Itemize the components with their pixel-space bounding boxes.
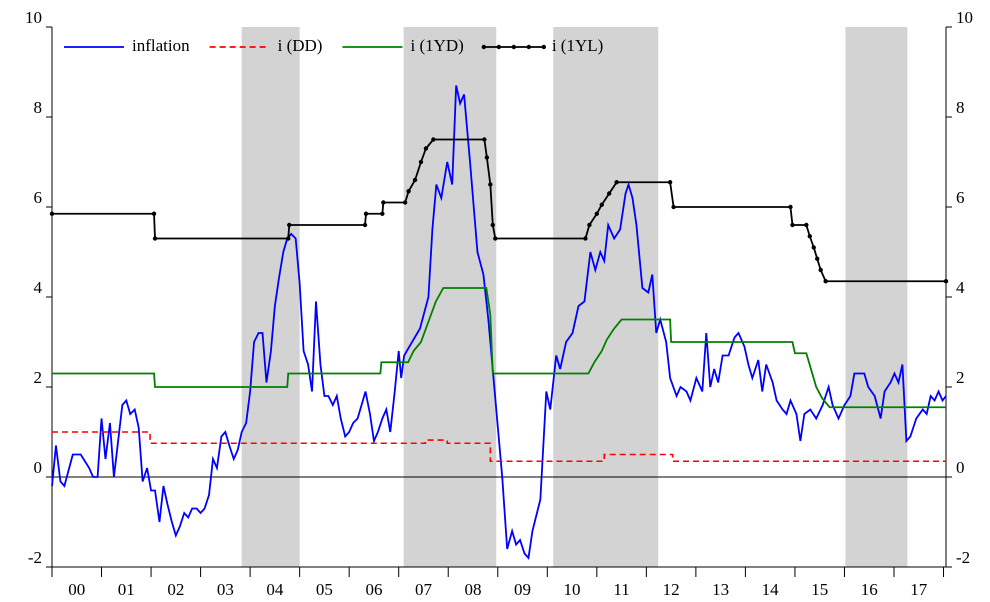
x-tick-label: 01 — [118, 580, 135, 599]
series-marker — [423, 146, 429, 151]
shaded-period — [553, 27, 659, 567]
x-tick-label: 03 — [217, 580, 234, 599]
y-tick-label: -2 — [28, 548, 42, 567]
series-marker — [493, 236, 498, 241]
legend-marker — [541, 44, 547, 50]
x-tick-label: 04 — [266, 580, 284, 599]
series-marker — [811, 245, 816, 250]
y-tick-label: 8 — [34, 98, 43, 117]
legend-label: inflation — [132, 36, 190, 55]
series-marker — [614, 180, 619, 185]
series-marker — [667, 180, 673, 185]
series-marker — [599, 202, 604, 207]
series-marker — [488, 182, 493, 187]
series-marker — [406, 189, 411, 194]
x-tick-label: 16 — [861, 580, 878, 599]
series-marker — [807, 234, 812, 239]
x-tick-label: 00 — [68, 580, 85, 599]
series-marker — [587, 222, 592, 228]
series-marker — [823, 279, 828, 284]
x-tick-label: 12 — [663, 580, 680, 599]
series-marker — [287, 222, 292, 228]
x-tick-label: 14 — [762, 580, 780, 599]
series-marker — [943, 279, 949, 284]
series-marker — [381, 200, 386, 205]
series-line — [52, 287, 946, 409]
y-tick-label: 4 — [34, 278, 43, 297]
series-line — [52, 431, 946, 463]
legend-marker — [511, 44, 517, 50]
x-tick-label: 08 — [464, 580, 481, 599]
x-tick-label: 10 — [564, 580, 581, 599]
series-marker — [482, 137, 487, 142]
series-marker — [151, 211, 157, 216]
y2-tick-label: 4 — [956, 278, 965, 297]
x-tick-label: 02 — [167, 580, 184, 599]
x-tick-label: 07 — [415, 580, 433, 599]
legend-label: i (1YD) — [410, 36, 463, 55]
series-marker — [412, 177, 418, 183]
series-marker — [49, 211, 55, 216]
series-marker — [431, 137, 436, 142]
series-marker — [490, 222, 496, 228]
series-marker — [594, 211, 600, 216]
series-marker — [484, 155, 490, 160]
series-marker — [363, 211, 369, 216]
series-marker — [815, 256, 820, 261]
series-marker — [152, 236, 158, 241]
y2-tick-label: 10 — [956, 8, 973, 27]
series-marker — [380, 211, 385, 216]
shaded-period — [845, 27, 908, 567]
series-marker — [607, 191, 612, 196]
y-tick-label: 10 — [25, 8, 42, 27]
legend-marker — [526, 44, 532, 50]
y2-tick-label: 2 — [956, 368, 965, 387]
y2-tick-label: 0 — [956, 458, 965, 477]
series-marker — [790, 222, 795, 228]
series-marker — [362, 222, 368, 228]
series-marker — [418, 159, 424, 165]
series-line — [52, 138, 946, 283]
series-marker — [671, 204, 676, 210]
shaded-period — [241, 27, 300, 567]
legend-label: i (DD) — [278, 36, 323, 55]
series-marker — [286, 236, 291, 241]
series-line — [51, 85, 947, 561]
y-tick-label: 0 — [34, 458, 43, 477]
legend-label: i (1YL) — [552, 36, 603, 55]
series-marker — [788, 204, 793, 210]
y-tick-label: 2 — [34, 368, 43, 387]
x-tick-label: 17 — [910, 580, 928, 599]
series-marker — [818, 267, 823, 273]
x-tick-label: 05 — [316, 580, 333, 599]
x-tick-label: 06 — [365, 580, 382, 599]
legend-marker — [481, 44, 487, 50]
x-tick-label: 09 — [514, 580, 531, 599]
x-tick-label: 13 — [712, 580, 729, 599]
shaded-period — [403, 27, 497, 567]
y2-tick-label: 6 — [956, 188, 965, 207]
series-marker — [804, 222, 809, 228]
series-marker — [402, 200, 408, 205]
y-tick-label: 6 — [34, 188, 43, 207]
legend-marker — [496, 44, 502, 50]
y2-tick-label: -2 — [956, 548, 970, 567]
x-tick-label: 15 — [811, 580, 828, 599]
y2-tick-label: 8 — [956, 98, 965, 117]
x-tick-label: 11 — [613, 580, 629, 599]
series-marker — [583, 236, 588, 241]
